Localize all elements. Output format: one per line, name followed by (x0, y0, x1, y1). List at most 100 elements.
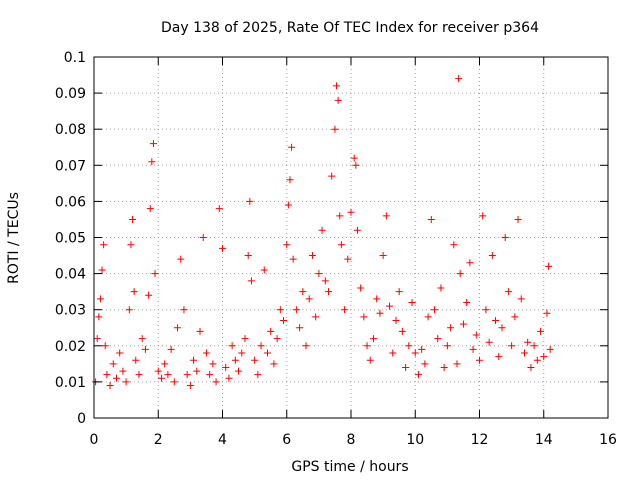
y-tick-label: 0.05 (55, 231, 86, 247)
data-point (273, 335, 281, 343)
data-point (276, 306, 284, 314)
data-point (545, 262, 553, 270)
data-point (402, 363, 410, 371)
data-point (135, 371, 143, 379)
data-point (280, 317, 288, 325)
x-tick-label: 12 (471, 432, 489, 448)
data-point (398, 327, 406, 335)
data-point (145, 291, 153, 299)
data-point (395, 288, 403, 296)
data-point (206, 371, 214, 379)
data-point (376, 309, 384, 317)
data-point (177, 255, 185, 263)
data-point (366, 356, 374, 364)
data-point (231, 356, 239, 364)
data-point (257, 342, 265, 350)
data-point (283, 241, 291, 249)
data-point (328, 172, 336, 180)
data-point (284, 201, 292, 209)
data-point (333, 82, 341, 90)
data-point (546, 345, 554, 353)
data-point (459, 320, 467, 328)
data-point (511, 313, 519, 321)
data-point (466, 259, 474, 267)
data-point (379, 252, 387, 260)
data-point (215, 205, 223, 213)
data-point (296, 324, 304, 332)
data-point (431, 306, 439, 314)
data-point (183, 371, 191, 379)
x-axis-label: GPS time / hours (291, 459, 408, 475)
data-point (488, 252, 496, 260)
data-point (132, 356, 140, 364)
data-point (100, 241, 108, 249)
data-point (447, 324, 455, 332)
data-point (427, 215, 435, 223)
data-point (405, 342, 413, 350)
data-point (411, 349, 419, 357)
data-point (341, 306, 349, 314)
data-point (119, 367, 127, 375)
data-point (138, 335, 146, 343)
data-points (92, 75, 554, 390)
y-axis-label: ROTI / TECUs (6, 192, 22, 284)
data-point (98, 266, 106, 274)
data-point (318, 226, 326, 234)
data-point (146, 205, 154, 213)
data-point (305, 295, 313, 303)
data-point (382, 212, 390, 220)
data-point (386, 302, 394, 310)
data-point (440, 363, 448, 371)
data-point (357, 284, 365, 292)
data-point (347, 208, 355, 216)
data-point (122, 378, 130, 386)
data-point (95, 313, 103, 321)
data-point (495, 353, 503, 361)
data-point (302, 342, 310, 350)
data-point (389, 349, 397, 357)
data-point (225, 374, 233, 382)
data-point (325, 288, 333, 296)
data-point (373, 295, 381, 303)
data-point (127, 241, 135, 249)
y-tick-label: 0.06 (55, 194, 86, 210)
data-point (424, 313, 432, 321)
data-point (360, 313, 368, 321)
data-point (96, 295, 104, 303)
data-point (421, 360, 429, 368)
data-point (437, 284, 445, 292)
data-point (543, 309, 551, 317)
data-point (463, 298, 471, 306)
data-point (408, 298, 416, 306)
data-point (202, 349, 210, 357)
data-point (540, 353, 548, 361)
data-point (456, 270, 464, 278)
y-tick-label: 0 (77, 411, 86, 427)
data-point (517, 295, 525, 303)
data-point (238, 349, 246, 357)
data-point (148, 158, 156, 166)
y-tick-label: 0.04 (55, 267, 86, 283)
y-tick-label: 0.1 (64, 50, 86, 66)
data-point (455, 75, 463, 83)
data-point (254, 371, 262, 379)
x-tick-label: 10 (406, 432, 424, 448)
x-tick-label: 14 (535, 432, 553, 448)
data-point (235, 367, 243, 375)
data-point (308, 252, 316, 260)
data-point (154, 367, 162, 375)
data-point (260, 266, 268, 274)
data-point (353, 226, 361, 234)
data-point (246, 197, 254, 205)
data-point (434, 335, 442, 343)
data-point (286, 176, 294, 184)
data-point (414, 371, 422, 379)
x-tick-label: 4 (218, 432, 227, 448)
grid-lines (94, 57, 608, 418)
data-point (174, 324, 182, 332)
data-point (530, 342, 538, 350)
data-point (476, 356, 483, 364)
data-point (270, 360, 278, 368)
data-point (350, 154, 358, 162)
